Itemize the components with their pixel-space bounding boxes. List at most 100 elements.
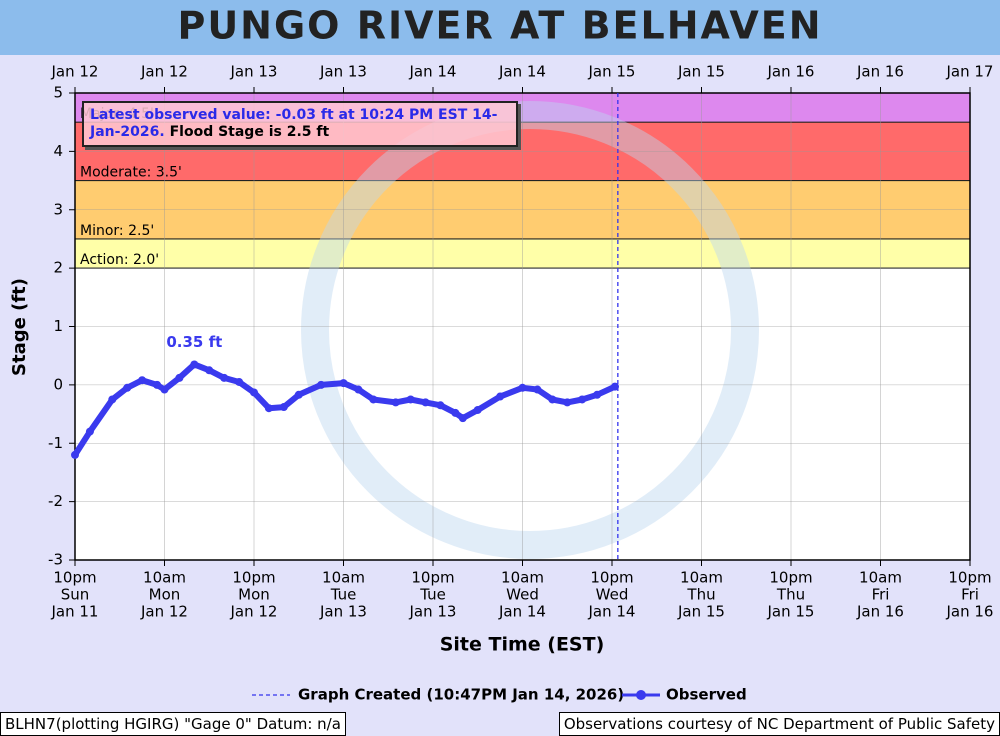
legend-label: Graph Created (10:47PM Jan 14, 2026) [298,686,624,704]
x2-tick-label: Jan 14 [498,63,546,81]
y-tick-label: 3 [53,200,63,218]
x-tick-label: 10am [680,569,723,587]
y-axis-title: Stage (ft) [9,278,30,376]
y-tick-label: 0 [53,375,63,393]
x-tick-label: Jan 13 [319,603,367,621]
title-bar [0,0,1000,55]
observed-point [458,414,467,423]
observed-point [421,398,430,407]
watermark [301,101,759,559]
x-tick-label: 10am [859,569,902,587]
observed-point [294,390,303,399]
x-tick-label: 10pm [590,569,633,587]
x-tick-label: 10pm [948,569,991,587]
observed-point [533,385,542,394]
observed-point [138,376,147,385]
x2-tick-label: Jan 12 [51,63,99,81]
flood-label: Moderate: 3.5' [80,165,182,181]
x2-tick-label: Jan 14 [409,63,457,81]
observed-point [279,403,288,412]
x2-tick-label: Jan 16 [767,63,815,81]
flood-label: Action: 2.0' [80,252,159,268]
x2-tick-label: Jan 16 [856,63,904,81]
footer-left: BLHN7(plotting HGIRG) "Gage 0" Datum: n/… [0,712,346,736]
x-tick-label: Jan 14 [498,603,546,621]
peak-label: 0.35 ft [166,333,222,351]
x-tick-label: Fri [872,586,890,604]
legend-label: Observed [666,686,747,704]
x-tick-label: Mon [149,586,181,604]
observed-point [85,427,94,436]
x-tick-label: Jan 12 [140,603,188,621]
observed-point [593,390,602,399]
observed-point [160,385,169,394]
observed-point [190,360,199,369]
x2-tick-label: Jan 17 [946,63,994,81]
x-tick-label: Wed [596,586,629,604]
x-tick-label: Jan 16 [946,603,994,621]
x-tick-label: Jan 11 [51,603,99,621]
observed-point [436,401,445,410]
observed-point [71,450,79,459]
y-tick-label: 4 [53,142,63,160]
footer-right: Observations courtesy of NC Department o… [558,712,1000,736]
x-tick-label: Fri [961,586,979,604]
observed-point [496,392,505,401]
flood-label: Minor: 2.5' [80,223,154,239]
y-tick-label: -3 [48,551,63,569]
x2-tick-label: Jan 15 [677,63,725,81]
observed-point [451,408,460,417]
observed-point [175,373,184,382]
x-tick-label: 10pm [232,569,275,587]
observed-point [354,385,363,394]
observed-point [220,373,229,382]
observed-point [264,404,273,413]
chart-title: PUNGO RIVER AT BELHAVEN [177,4,822,48]
x-tick-label: Thu [776,586,805,604]
observed-point [548,395,557,404]
observed-point [369,395,378,404]
x2-tick-label: Jan 15 [588,63,636,81]
flood-stage-note: Flood Stage is 2.5 ft [169,124,330,140]
x-tick-label: Jan 12 [230,603,278,621]
x-tick-label: Jan 14 [588,603,636,621]
x-tick-label: Jan 15 [677,603,725,621]
x-tick-label: Thu [686,586,715,604]
y-tick-label: -2 [48,492,63,510]
observed-point [391,398,400,407]
x-tick-label: 10am [501,569,544,587]
x-tick-label: Mon [238,586,270,604]
legend-swatch [636,690,646,700]
x-tick-label: Tue [330,586,357,604]
x-tick-label: 10pm [769,569,812,587]
x2-tick-label: Jan 13 [230,63,278,81]
y-tick-label: 2 [53,259,63,277]
x-tick-label: Sun [61,586,90,604]
info-box: Latest observed value: -0.03 ft at 10:24… [82,101,518,147]
observed-point [235,377,244,386]
y-tick-label: -1 [48,434,63,452]
observed-point [578,395,587,404]
x2-tick-label: Jan 13 [319,63,367,81]
observed-point [563,398,572,407]
y-tick-label: 1 [53,317,63,335]
observed-point [153,380,162,389]
observed-point [317,380,326,389]
observed-point [250,388,258,397]
x-tick-label: 10pm [411,569,454,587]
y-tick-label: 5 [53,84,63,102]
x-tick-label: 10am [322,569,365,587]
x-tick-label: Tue [419,586,446,604]
observed-point [406,395,415,404]
observed-point [473,405,482,414]
observed-point [610,382,619,391]
x-tick-label: Wed [506,586,539,604]
x-tick-label: Jan 13 [409,603,457,621]
observed-point [123,383,132,392]
x2-tick-label: Jan 12 [140,63,188,81]
x-tick-label: 10pm [53,569,96,587]
latest-observed: Latest observed value: -0.03 ft at 10:24… [90,107,498,140]
observed-point [205,366,214,375]
